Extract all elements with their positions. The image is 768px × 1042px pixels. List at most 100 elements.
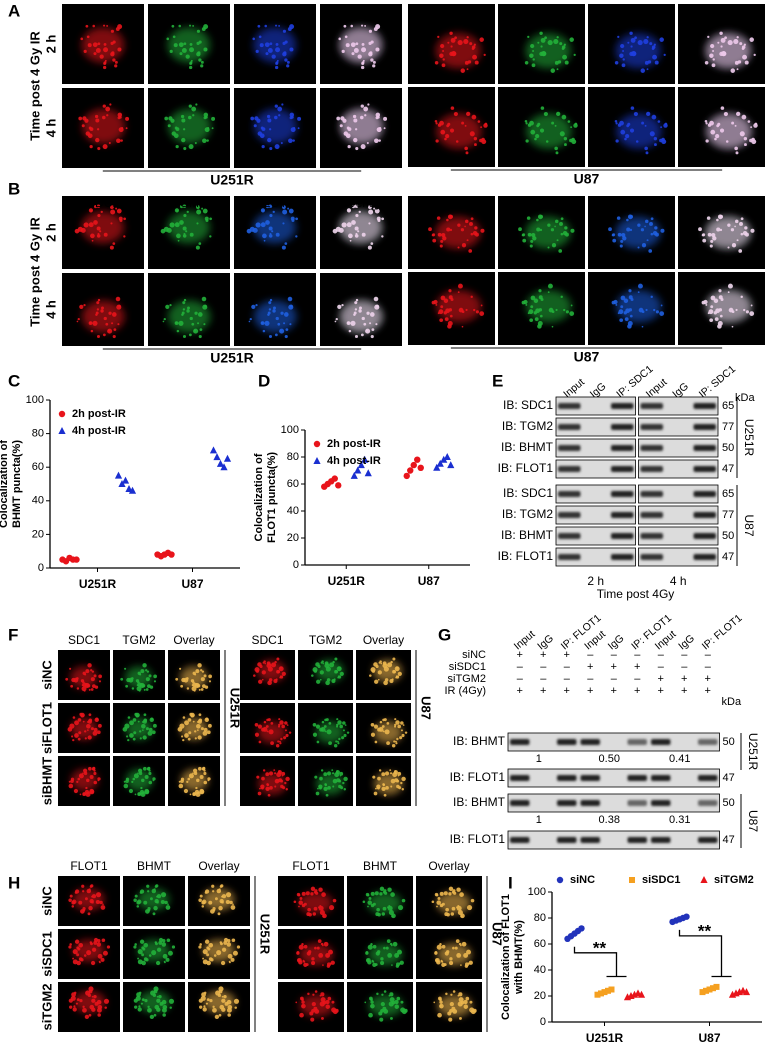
puncta — [472, 54, 477, 60]
micrograph — [408, 87, 495, 167]
condition-sign: + — [611, 685, 617, 697]
puncta — [171, 945, 176, 949]
puncta — [195, 103, 198, 106]
signals — [68, 937, 111, 966]
puncta — [337, 304, 342, 309]
puncta — [72, 716, 76, 719]
puncta — [298, 944, 304, 950]
puncta — [65, 677, 69, 681]
condition-sign: + — [611, 661, 617, 673]
puncta — [321, 720, 325, 724]
puncta — [189, 24, 192, 27]
puncta — [146, 670, 150, 673]
puncta — [257, 662, 262, 667]
puncta — [318, 906, 321, 909]
micrograph — [408, 272, 495, 345]
signals — [336, 103, 388, 151]
puncta — [315, 662, 320, 667]
puncta — [312, 912, 317, 916]
panel-label: I — [508, 873, 513, 892]
row-label: IB: BHMT — [453, 795, 506, 809]
puncta — [440, 239, 444, 243]
puncta — [454, 946, 458, 950]
column-label: TGM2 — [172, 196, 206, 210]
puncta — [539, 314, 543, 318]
puncta — [280, 737, 283, 741]
column-label: Overlay — [340, 4, 381, 18]
puncta — [398, 786, 402, 790]
puncta — [719, 128, 725, 133]
puncta — [97, 779, 100, 782]
data-point — [578, 925, 585, 932]
puncta — [395, 740, 397, 743]
puncta — [288, 731, 292, 734]
puncta — [84, 1014, 90, 1020]
puncta — [615, 122, 618, 125]
puncta — [735, 308, 738, 312]
puncta — [441, 232, 446, 238]
puncta — [167, 950, 173, 956]
puncta — [254, 667, 260, 673]
puncta — [354, 226, 359, 231]
puncta — [370, 667, 376, 673]
legend-label: siTGM2 — [714, 874, 754, 886]
signals — [608, 214, 665, 253]
puncta — [440, 295, 446, 301]
puncta — [181, 118, 186, 123]
ratio-label: 1 — [536, 814, 542, 826]
puncta — [325, 680, 330, 686]
puncta — [201, 992, 206, 997]
puncta — [273, 306, 276, 310]
puncta — [203, 47, 208, 52]
condition-sign: + — [658, 685, 664, 697]
blot-band — [611, 533, 634, 539]
y-tick-label: 80 — [534, 912, 546, 924]
puncta — [91, 947, 97, 952]
puncta — [186, 210, 189, 214]
puncta — [401, 1009, 407, 1015]
puncta — [444, 137, 447, 141]
puncta — [202, 684, 206, 689]
puncta — [551, 325, 554, 328]
puncta — [744, 143, 747, 147]
puncta — [332, 898, 337, 903]
puncta — [465, 308, 468, 312]
puncta — [724, 36, 727, 40]
puncta — [269, 213, 273, 218]
puncta — [144, 789, 150, 795]
puncta — [178, 783, 184, 789]
puncta — [204, 717, 209, 723]
puncta — [361, 232, 366, 237]
y-tick-label: 60 — [32, 461, 44, 473]
puncta — [477, 120, 481, 123]
puncta — [643, 39, 649, 45]
puncta — [317, 787, 319, 790]
puncta — [187, 718, 192, 722]
puncta — [404, 731, 408, 734]
puncta — [268, 226, 273, 231]
puncta — [337, 740, 339, 743]
puncta — [76, 780, 79, 784]
puncta — [365, 892, 370, 897]
puncta — [271, 230, 274, 233]
puncta — [153, 888, 156, 890]
puncta — [257, 131, 263, 136]
puncta — [534, 317, 539, 322]
column-label: Overlay — [173, 633, 214, 647]
puncta — [536, 227, 541, 232]
puncta — [268, 301, 272, 305]
puncta — [74, 939, 80, 944]
condition-sign: – — [564, 661, 571, 673]
signals — [68, 884, 106, 916]
panel-label: B — [8, 179, 20, 198]
puncta — [76, 953, 80, 957]
puncta — [255, 222, 261, 228]
puncta — [250, 116, 255, 121]
puncta — [332, 1009, 338, 1015]
puncta — [136, 686, 142, 692]
puncta — [336, 116, 341, 121]
puncta — [199, 328, 203, 332]
channel-layer — [198, 884, 236, 916]
condition-sign: – — [517, 661, 524, 673]
puncta — [650, 217, 654, 221]
